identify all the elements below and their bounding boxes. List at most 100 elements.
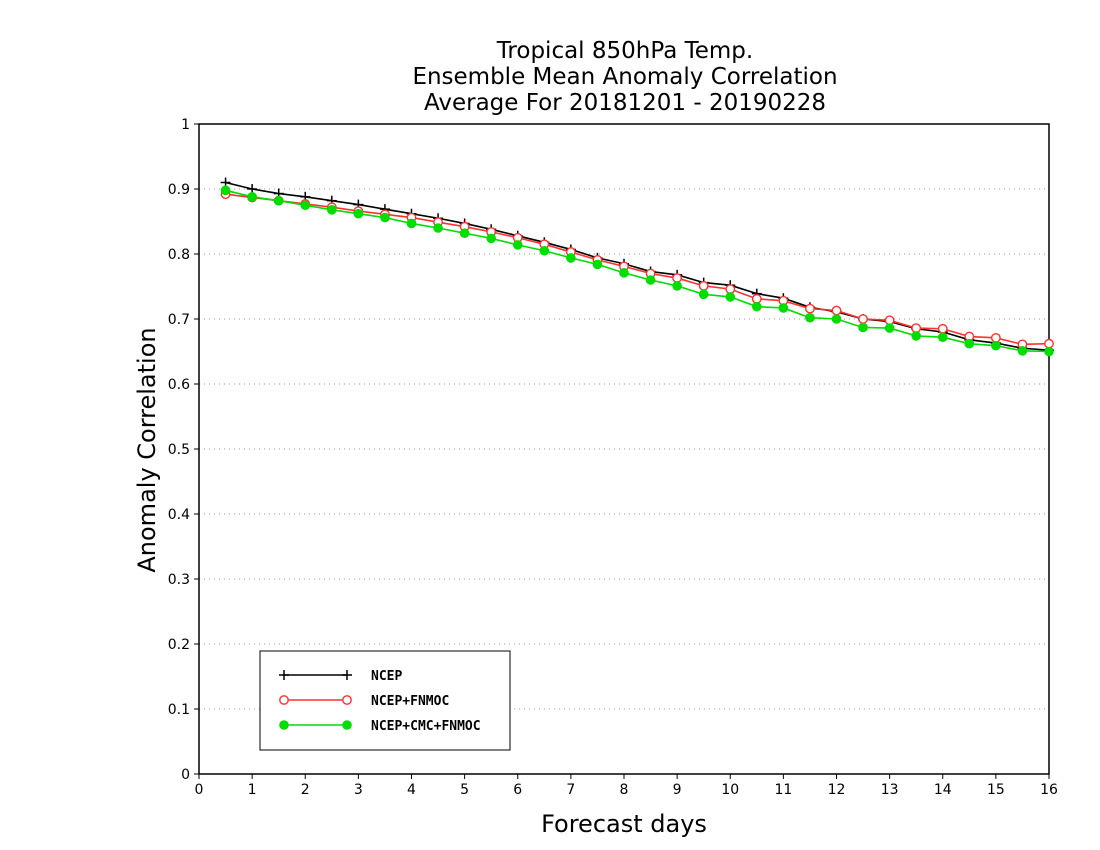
grid-lines: [199, 188, 1049, 710]
x-tick-label: 4: [407, 782, 416, 798]
data-point: [805, 312, 815, 323]
data-point: [884, 315, 895, 326]
chart-title-line-1: Tropical 850hPa Temp.: [496, 38, 753, 64]
x-tick-label: 11: [774, 782, 792, 798]
y-tick-label: 0.8: [168, 247, 190, 263]
x-tick-label: 12: [828, 782, 846, 798]
data-point: [751, 293, 762, 304]
data-point: [539, 245, 550, 256]
data-point: [937, 323, 948, 334]
data-point: [512, 240, 523, 250]
legend-marker: [342, 670, 352, 680]
legend-marker: [279, 720, 289, 730]
series-line: [225, 193, 1050, 346]
chart-title-line-2: Ensemble Mean Anomaly Correlation: [412, 64, 837, 90]
x-axis-label: Forecast days: [541, 810, 707, 838]
legend-entry: NCEP: [279, 669, 402, 684]
x-tick-label: 15: [987, 782, 1005, 798]
y-tick-label: 0: [181, 767, 190, 783]
data-point: [486, 233, 496, 244]
data-point: [327, 205, 337, 215]
data-point: [645, 275, 656, 285]
data-point: [831, 314, 842, 324]
data-point: [725, 284, 736, 294]
legend-label: NCEP: [371, 669, 402, 684]
data-point: [672, 273, 683, 283]
y-tick-label: 1: [181, 117, 190, 133]
data-point: [698, 289, 709, 300]
y-tick-label: 0.9: [168, 182, 190, 198]
data-point: [831, 305, 842, 316]
data-point: [698, 280, 709, 291]
data-point: [778, 303, 789, 313]
legend-label: NCEP+FNMOC: [371, 694, 449, 709]
data-point: [619, 268, 629, 278]
legend: NCEP NCEP+FNMOC NCEP+CMC+FNMOC: [259, 650, 511, 751]
data-point: [247, 192, 257, 202]
data-point: [884, 323, 895, 333]
y-tick-label: 0.5: [168, 442, 190, 458]
data-point: [220, 185, 231, 196]
series-line: [225, 181, 1050, 351]
chart-title: Tropical 850hPa Temp. Ensemble Mean Anom…: [412, 38, 837, 116]
x-tick-label: 5: [460, 782, 469, 798]
data-point: [433, 223, 443, 233]
data-point: [380, 212, 390, 223]
series-ncep-cmc-fnmoc: [220, 185, 1054, 357]
x-tick-label: 3: [354, 782, 363, 798]
data-point: [858, 322, 868, 333]
x-tick-label: 16: [1040, 782, 1058, 798]
legend-marker: [279, 695, 289, 705]
x-tick-label: 1: [248, 782, 257, 798]
data-point: [964, 338, 975, 349]
legend-entry: NCEP+FNMOC: [279, 694, 449, 709]
x-tick-label: 2: [301, 782, 310, 798]
data-point: [991, 340, 1001, 351]
x-tick-label: 9: [673, 782, 682, 798]
x-tick-label: 13: [881, 782, 899, 798]
x-tick-label: 7: [566, 782, 575, 798]
legend-marker: [342, 720, 352, 730]
x-tick-label: 8: [620, 782, 629, 798]
x-tick-label: 14: [934, 782, 952, 798]
y-tick-labels: 0 0.1 0.2 0.3 0.4 0.5 0.6 0.7 0.8 0.9 1: [168, 117, 190, 783]
axis-ticks: [194, 123, 1050, 779]
legend-entry: NCEP+CMC+FNMOC: [279, 719, 481, 734]
legend-marker: [342, 695, 352, 705]
series-group: [220, 177, 1054, 357]
data-point: [672, 281, 682, 291]
y-tick-label: 0.2: [168, 637, 190, 653]
x-tick-label: 10: [721, 782, 739, 798]
data-point: [937, 332, 948, 343]
data-point: [1044, 338, 1054, 349]
x-tick-label: 0: [195, 782, 204, 798]
y-tick-label: 0.7: [168, 312, 190, 328]
data-point: [752, 301, 762, 312]
data-point: [805, 303, 815, 314]
y-tick-label: 0.4: [168, 507, 190, 523]
x-tick-label: 6: [513, 782, 522, 798]
y-axis-label: Anomaly Correlation: [133, 327, 161, 572]
y-tick-label: 0.3: [168, 572, 190, 588]
data-point: [592, 259, 603, 270]
y-tick-label: 0.1: [168, 702, 190, 718]
data-point: [406, 218, 417, 229]
data-point: [911, 323, 922, 333]
legend-label: NCEP+CMC+FNMOC: [371, 719, 481, 734]
data-point: [353, 208, 364, 219]
data-point: [858, 314, 868, 324]
chart-title-line-3: Average For 20181201 - 20190228: [424, 90, 826, 116]
data-point: [459, 228, 470, 238]
y-tick-label: 0.6: [168, 377, 190, 393]
x-tick-labels: 0 1 2 3 4 5 6 7 8 9 10 11 12 13 14 15 16: [195, 782, 1058, 798]
series-ncep-fnmoc: [220, 189, 1054, 350]
data-point: [725, 292, 736, 302]
data-point: [1017, 346, 1028, 356]
data-point: [990, 332, 1001, 343]
data-point: [566, 253, 576, 263]
data-point: [1044, 346, 1054, 357]
data-point: [300, 200, 311, 211]
data-point: [273, 195, 284, 206]
series-line: [225, 189, 1050, 353]
